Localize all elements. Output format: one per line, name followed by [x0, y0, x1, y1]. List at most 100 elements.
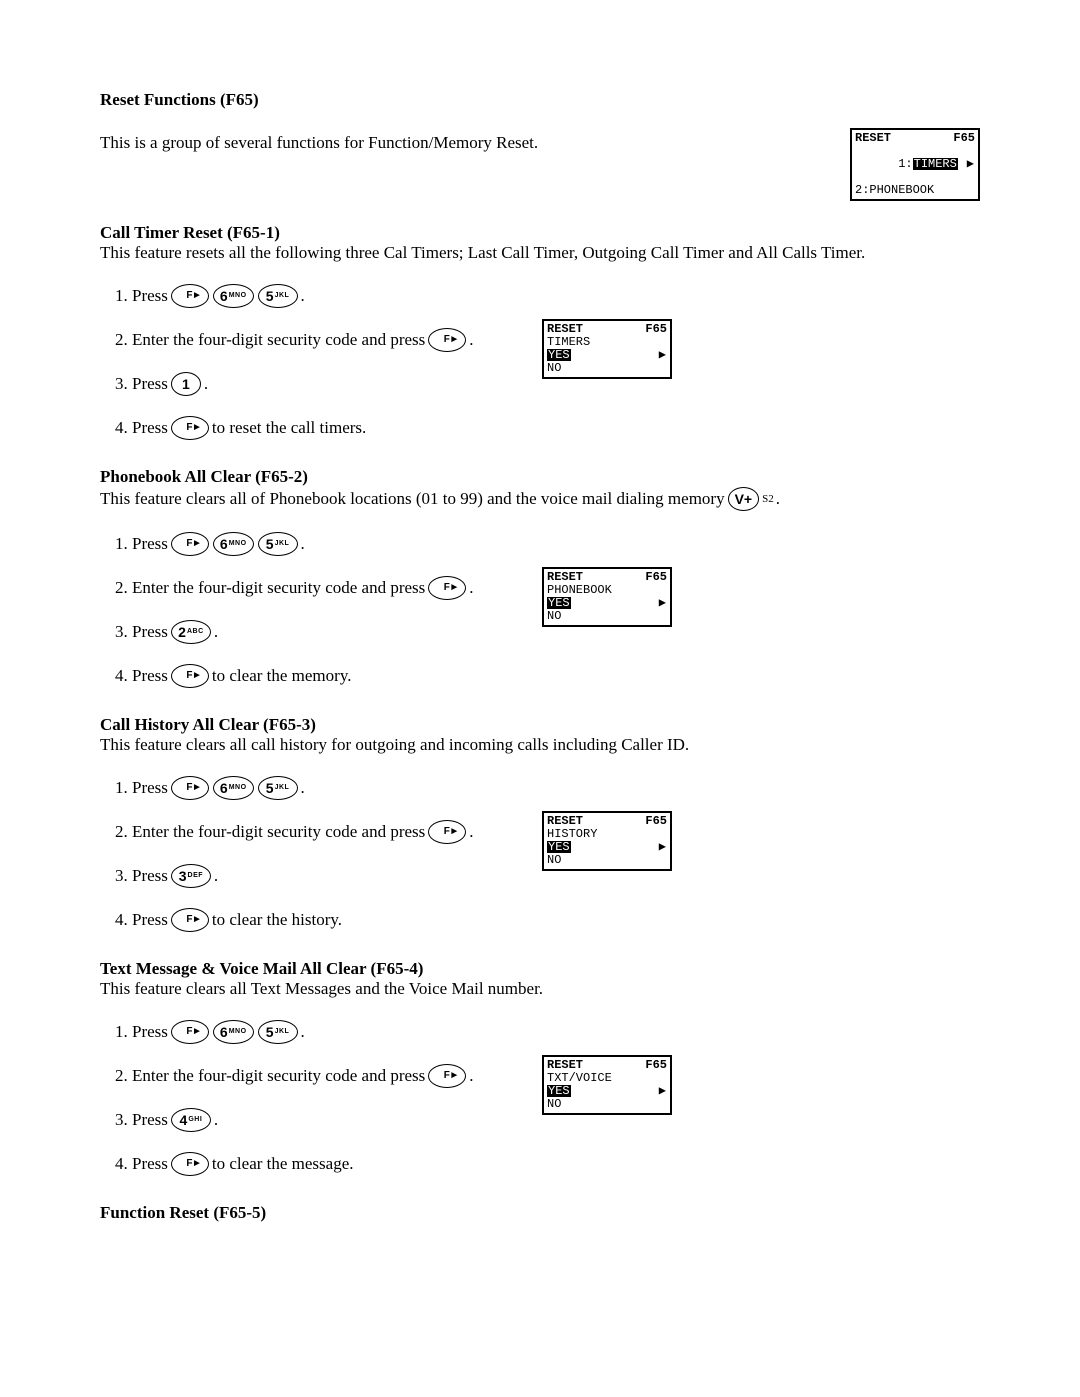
- key-V+: V+: [728, 487, 760, 511]
- step-2-2-post: .: [469, 817, 473, 847]
- key-fn: F►: [171, 1152, 209, 1176]
- intro-text: This is a group of several functions for…: [100, 128, 538, 158]
- step-3-2: Enter the four-digit security code and p…: [132, 1061, 980, 1091]
- step-1-2-post: .: [469, 573, 473, 603]
- section-title-2: Call History All Clear (F65-3): [100, 715, 980, 735]
- step-1-1-post: .: [301, 529, 305, 559]
- lcd-sec-3-l4: NO: [547, 1098, 667, 1111]
- key-fn: F►: [171, 284, 209, 308]
- key-3: 3DEF: [171, 864, 211, 888]
- key-5: 5JKL: [258, 1020, 298, 1044]
- step-1-3-pre: Press: [132, 617, 168, 647]
- key-5: 5JKL: [258, 776, 298, 800]
- step-2-3-pre: Press: [132, 861, 168, 891]
- step-0-1-pre: Press: [132, 281, 168, 311]
- lcd-main-l2-prefix: 1:: [898, 157, 912, 171]
- step-1-4-pre: Press: [132, 661, 168, 691]
- key-fn: F►: [428, 328, 466, 352]
- steps-3: Press F►6MNO5JKL.Enter the four-digit se…: [100, 1017, 980, 1179]
- key-fn: F►: [428, 576, 466, 600]
- section-desc-text-0: This feature resets all the following th…: [100, 243, 865, 263]
- section-desc-2: This feature clears all call history for…: [100, 735, 689, 755]
- step-3-4: Press F► to clear the message.: [132, 1149, 980, 1179]
- lcd-main-l2-arrow: ▶: [967, 158, 974, 171]
- step-1-3-post: .: [214, 617, 218, 647]
- lcd-sec-3-l1-right: F65: [645, 1059, 667, 1072]
- key-fn: F►: [428, 820, 466, 844]
- key-5: 5JKL: [258, 532, 298, 556]
- lcd-main-l2-sel: TIMERS: [913, 158, 958, 170]
- step-0-4: Press F► to reset the call timers.: [132, 413, 980, 443]
- key-fn: F►: [171, 532, 209, 556]
- section-desc-sup-1: S2: [762, 493, 774, 505]
- key-5: 5JKL: [258, 284, 298, 308]
- lcd-sec-1-l3-sel: YES: [547, 597, 571, 609]
- lcd-sec-1-l4: NO: [547, 610, 667, 623]
- step-0-2: Enter the four-digit security code and p…: [132, 325, 980, 355]
- section-desc-3: This feature clears all Text Messages an…: [100, 979, 543, 999]
- step-1-1: Press F►6MNO5JKL.: [132, 529, 980, 559]
- step-0-4-post: to reset the call timers.: [212, 413, 366, 443]
- key-fn: F►: [171, 1020, 209, 1044]
- step-2-1-pre: Press: [132, 773, 168, 803]
- steps-0: Press F►6MNO5JKL.Enter the four-digit se…: [100, 281, 980, 443]
- lcd-main-l1-left: RESET: [855, 132, 891, 145]
- section-title-3: Text Message & Voice Mail All Clear (F65…: [100, 959, 980, 979]
- step-2-4-post: to clear the history.: [212, 905, 342, 935]
- step-1-4: Press F► to clear the memory.: [132, 661, 980, 691]
- step-3-3-pre: Press: [132, 1105, 168, 1135]
- steps-2: Press F►6MNO5JKL.Enter the four-digit se…: [100, 773, 980, 935]
- step-3-4-post: to clear the message.: [212, 1149, 354, 1179]
- step-2-3-post: .: [214, 861, 218, 891]
- key-4: 4GHI: [171, 1108, 211, 1132]
- section-desc-post-1: .: [776, 489, 780, 509]
- lcd-main-l1-right: F65: [953, 132, 975, 145]
- step-2-2: Enter the four-digit security code and p…: [132, 817, 980, 847]
- key-1: 1: [171, 372, 201, 396]
- step-3-1-pre: Press: [132, 1017, 168, 1047]
- step-1-2-pre: Enter the four-digit security code and p…: [132, 573, 425, 603]
- key-6: 6MNO: [213, 1020, 254, 1044]
- footer-title: Function Reset (F65-5): [100, 1203, 980, 1223]
- step-3-3-post: .: [214, 1105, 218, 1135]
- lcd-sec-2: RESETF65HISTORYYES▶NO: [542, 811, 672, 871]
- section-desc-1: This feature clears all of Phonebook loc…: [100, 487, 780, 511]
- lcd-sec-3-l3-arrow: ▶: [659, 1085, 666, 1098]
- section-desc-pre-1: This feature clears all of Phonebook loc…: [100, 489, 725, 509]
- lcd-main: RESET F65 1:TIMERS ▶ 2:PHONEBOOK: [850, 128, 980, 201]
- intro-row: This is a group of several functions for…: [100, 128, 980, 201]
- key-2: 2ABC: [171, 620, 211, 644]
- step-0-3-post: .: [204, 369, 208, 399]
- step-0-2-pre: Enter the four-digit security code and p…: [132, 325, 425, 355]
- key-6: 6MNO: [213, 284, 254, 308]
- page-title: Reset Functions (F65): [100, 90, 980, 110]
- step-2-2-pre: Enter the four-digit security code and p…: [132, 817, 425, 847]
- lcd-sec-0-l1-right: F65: [645, 323, 667, 336]
- lcd-sec-0-l3-sel: YES: [547, 349, 571, 361]
- key-fn: F►: [171, 908, 209, 932]
- step-1-2: Enter the four-digit security code and p…: [132, 573, 980, 603]
- lcd-sec-2-l4: NO: [547, 854, 667, 867]
- step-2-1-post: .: [301, 773, 305, 803]
- step-3-4-pre: Press: [132, 1149, 168, 1179]
- step-3-2-pre: Enter the four-digit security code and p…: [132, 1061, 425, 1091]
- lcd-sec-1-l1-right: F65: [645, 571, 667, 584]
- step-2-4: Press F► to clear the history.: [132, 905, 980, 935]
- key-6: 6MNO: [213, 532, 254, 556]
- step-2-1: Press F►6MNO5JKL.: [132, 773, 980, 803]
- lcd-main-l3: 2:PHONEBOOK: [855, 184, 975, 197]
- lcd-sec-0-l3-arrow: ▶: [659, 349, 666, 362]
- step-1-4-post: to clear the memory.: [212, 661, 352, 691]
- step-3-2-post: .: [469, 1061, 473, 1091]
- lcd-sec-0-l4: NO: [547, 362, 667, 375]
- step-0-2-post: .: [469, 325, 473, 355]
- section-title-1: Phonebook All Clear (F65-2): [100, 467, 980, 487]
- step-0-1: Press F►6MNO5JKL.: [132, 281, 980, 311]
- key-6: 6MNO: [213, 776, 254, 800]
- lcd-sec-2-l3-arrow: ▶: [659, 841, 666, 854]
- key-fn: F►: [171, 776, 209, 800]
- lcd-sec-1: RESETF65PHONEBOOKYES▶NO: [542, 567, 672, 627]
- lcd-sec-2-l1-right: F65: [645, 815, 667, 828]
- lcd-sec-0: RESETF65TIMERSYES▶NO: [542, 319, 672, 379]
- section-desc-text-2: This feature clears all call history for…: [100, 735, 689, 755]
